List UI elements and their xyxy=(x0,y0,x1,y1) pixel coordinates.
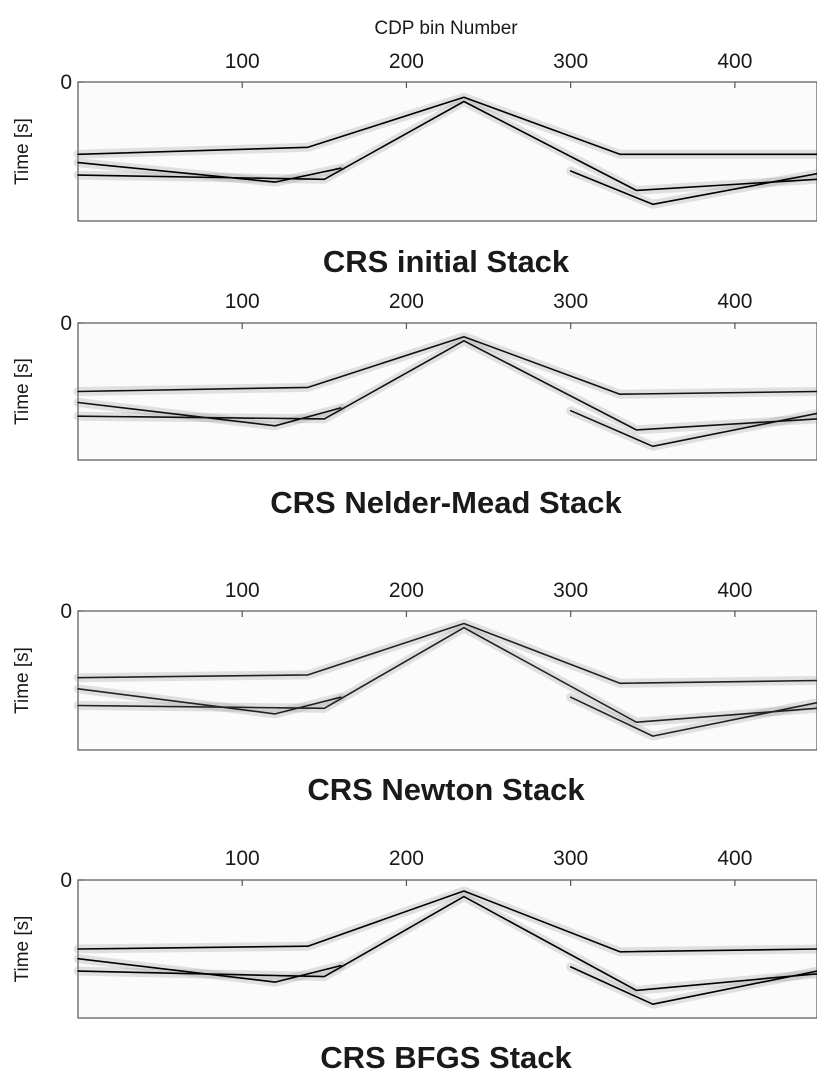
reflector-trace xyxy=(569,696,817,737)
reflector-trace xyxy=(77,890,817,953)
plot-frame xyxy=(77,81,817,222)
y-tick-label: 0 xyxy=(60,71,72,94)
x-tick-label: 200 xyxy=(389,579,424,602)
y-axis-title: Time [s] xyxy=(12,118,33,185)
reflector-trace xyxy=(569,170,817,206)
reflector-trace xyxy=(77,335,817,395)
x-tick-label: 200 xyxy=(389,847,424,870)
reflector-trace xyxy=(77,96,817,156)
reflector-trace xyxy=(77,626,817,723)
x-tick-label: 300 xyxy=(553,847,588,870)
panel-title: CRS Nelder-Mead Stack xyxy=(270,485,622,520)
stack-panel-1: 100 200 300 400 0 Time [s] CRS initial Stack xyxy=(12,50,817,279)
x-tick-label: 200 xyxy=(389,50,424,73)
x-tick-label: 300 xyxy=(553,290,588,313)
reflector-trace xyxy=(77,957,342,983)
y-axis-title: Time [s] xyxy=(12,916,33,983)
plot-frame xyxy=(77,879,817,1019)
x-tick-label: 100 xyxy=(225,847,260,870)
reflector-trace xyxy=(569,409,817,448)
x-tick-label: 400 xyxy=(717,579,752,602)
plot-frame xyxy=(77,322,817,461)
stack-panel-4: 100 200 300 400 0 Time [s] CRS BFGS Stack xyxy=(12,847,817,1074)
plot-frame xyxy=(77,610,817,751)
x-tick-label: 300 xyxy=(553,579,588,602)
reflector-trace xyxy=(569,966,817,1005)
panel-title: CRS Newton Stack xyxy=(307,772,585,807)
x-tick-label: 300 xyxy=(553,50,588,73)
y-tick-label: 0 xyxy=(60,869,72,892)
reflector-trace xyxy=(77,100,817,192)
panel-title: CRS initial Stack xyxy=(323,244,570,279)
reflector-trace xyxy=(77,895,817,992)
x-tick-label: 100 xyxy=(225,290,260,313)
y-tick-label: 0 xyxy=(60,312,72,335)
y-axis-title: Time [s] xyxy=(12,647,33,714)
x-tick-label: 100 xyxy=(225,50,260,73)
reflector-trace xyxy=(77,161,342,183)
reflector-trace xyxy=(77,401,342,427)
y-tick-label: 0 xyxy=(60,600,72,623)
x-tick-label: 400 xyxy=(717,847,752,870)
reflector-trace xyxy=(77,688,342,715)
stack-panel-2: 100 200 300 400 0 Time [s] CRS Nelder-Mead Sta… xyxy=(12,290,817,520)
x-tick-label: 200 xyxy=(389,290,424,313)
x-tick-label: 400 xyxy=(717,50,752,73)
x-tick-label: 100 xyxy=(225,579,260,602)
y-axis-title: Time [s] xyxy=(12,358,33,425)
reflector-trace xyxy=(77,340,817,431)
panel-title: CRS BFGS Stack xyxy=(320,1040,572,1074)
figure-x-axis-title: CDP bin Number xyxy=(374,18,518,39)
x-tick-label: 400 xyxy=(717,290,752,313)
stack-panel-3: 100 200 300 400 0 Time [s] CRS Newton Stack xyxy=(12,579,817,807)
reflector-trace xyxy=(77,622,817,685)
